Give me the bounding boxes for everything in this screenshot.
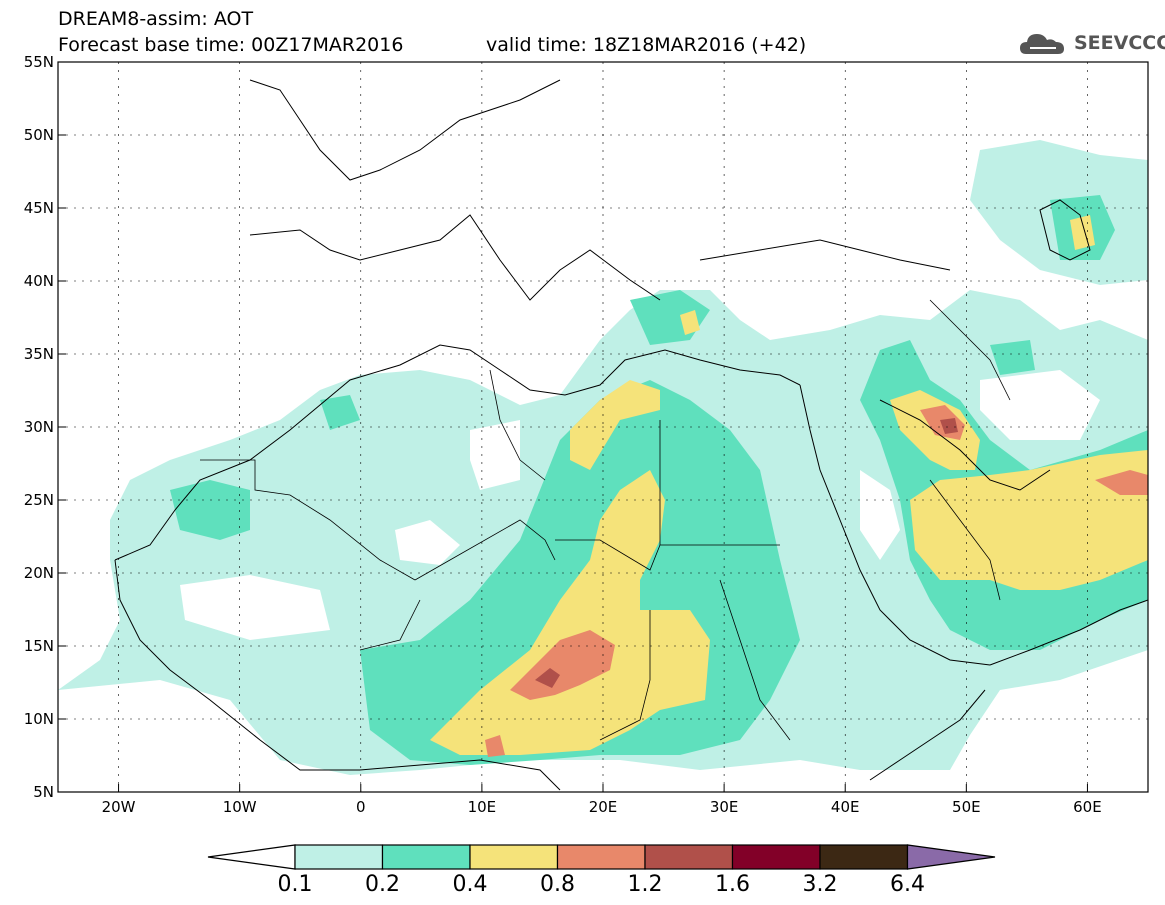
- lat-tick-label: 10N: [24, 710, 54, 728]
- colorbar-arrow-high: [906, 844, 996, 870]
- colorbar-swatch: [644, 844, 734, 870]
- lat-tick-label: 35N: [24, 345, 54, 363]
- colorbar-arrow-low: [207, 844, 296, 870]
- lon-tick-label: 10W: [223, 798, 257, 816]
- lat-tick-label: 25N: [24, 491, 54, 509]
- colorbar-swatch: [469, 844, 559, 870]
- lon-tick-label: 20E: [589, 798, 618, 816]
- lat-tick-label: 20N: [24, 564, 54, 582]
- base-time: Forecast base time: 00Z17MAR2016: [58, 34, 404, 56]
- lat-tick-label: 15N: [24, 637, 54, 655]
- aot-gaps: [180, 370, 1100, 640]
- lat-tick-label: 5N: [33, 783, 54, 801]
- coastlines: [114, 79, 1148, 791]
- colorbar-swatch: [819, 844, 909, 870]
- colorbar-label: 3.2: [803, 872, 838, 897]
- colorbar-swatch: [381, 844, 471, 870]
- aot-level-0-4: [430, 215, 1148, 755]
- lat-tick-label: 50N: [24, 126, 54, 144]
- lon-labels: 20W 10W 0 10E 20E 30E 40E 50E 60E: [102, 798, 1102, 816]
- gridlines: [58, 62, 1148, 792]
- lat-tick-label: 45N: [24, 199, 54, 217]
- colorbar-swatch: [294, 844, 384, 870]
- lat-tick-label: 40N: [24, 272, 54, 290]
- logo-text: SEEVCCC: [1074, 32, 1165, 54]
- colorbar-label: 0.2: [365, 872, 400, 897]
- lon-tick-label: 10E: [468, 798, 497, 816]
- axis-ticks: [58, 61, 1088, 793]
- colorbar-swatch: [731, 844, 821, 870]
- lon-tick-label: 50E: [952, 798, 981, 816]
- cloud-icon: [1020, 34, 1064, 54]
- lon-tick-label: 30E: [710, 798, 739, 816]
- lat-tick-label: 30N: [24, 418, 54, 436]
- borders: [200, 299, 1011, 741]
- lon-tick-label: 0: [356, 798, 366, 816]
- colorbar: 0.1 0.2 0.4 0.8 1.2 1.6 3.2 6.4: [207, 844, 996, 897]
- lon-tick-label: 60E: [1073, 798, 1102, 816]
- lat-tick-label: 55N: [24, 53, 54, 71]
- map-title: DREAM8-assim: AOT: [58, 8, 254, 30]
- colorbar-label: 1.6: [715, 872, 750, 897]
- lon-tick-label: 20W: [102, 798, 136, 816]
- aot-contours: [58, 79, 1148, 791]
- colorbar-swatch: [556, 844, 646, 870]
- colorbar-label: 0.8: [540, 872, 575, 897]
- colorbar-label: 0.1: [278, 872, 313, 897]
- colorbar-label: 1.2: [628, 872, 663, 897]
- colorbar-label: 6.4: [890, 872, 925, 897]
- colorbar-label: 0.4: [453, 872, 488, 897]
- valid-time: valid time: 18Z18MAR2016 (+42): [486, 34, 807, 56]
- lat-labels: 5N 10N 15N 20N 25N 30N 35N 40N 45N 50N 55N: [24, 53, 54, 801]
- lon-tick-label: 40E: [831, 798, 860, 816]
- aot-level-1-2: [535, 418, 958, 688]
